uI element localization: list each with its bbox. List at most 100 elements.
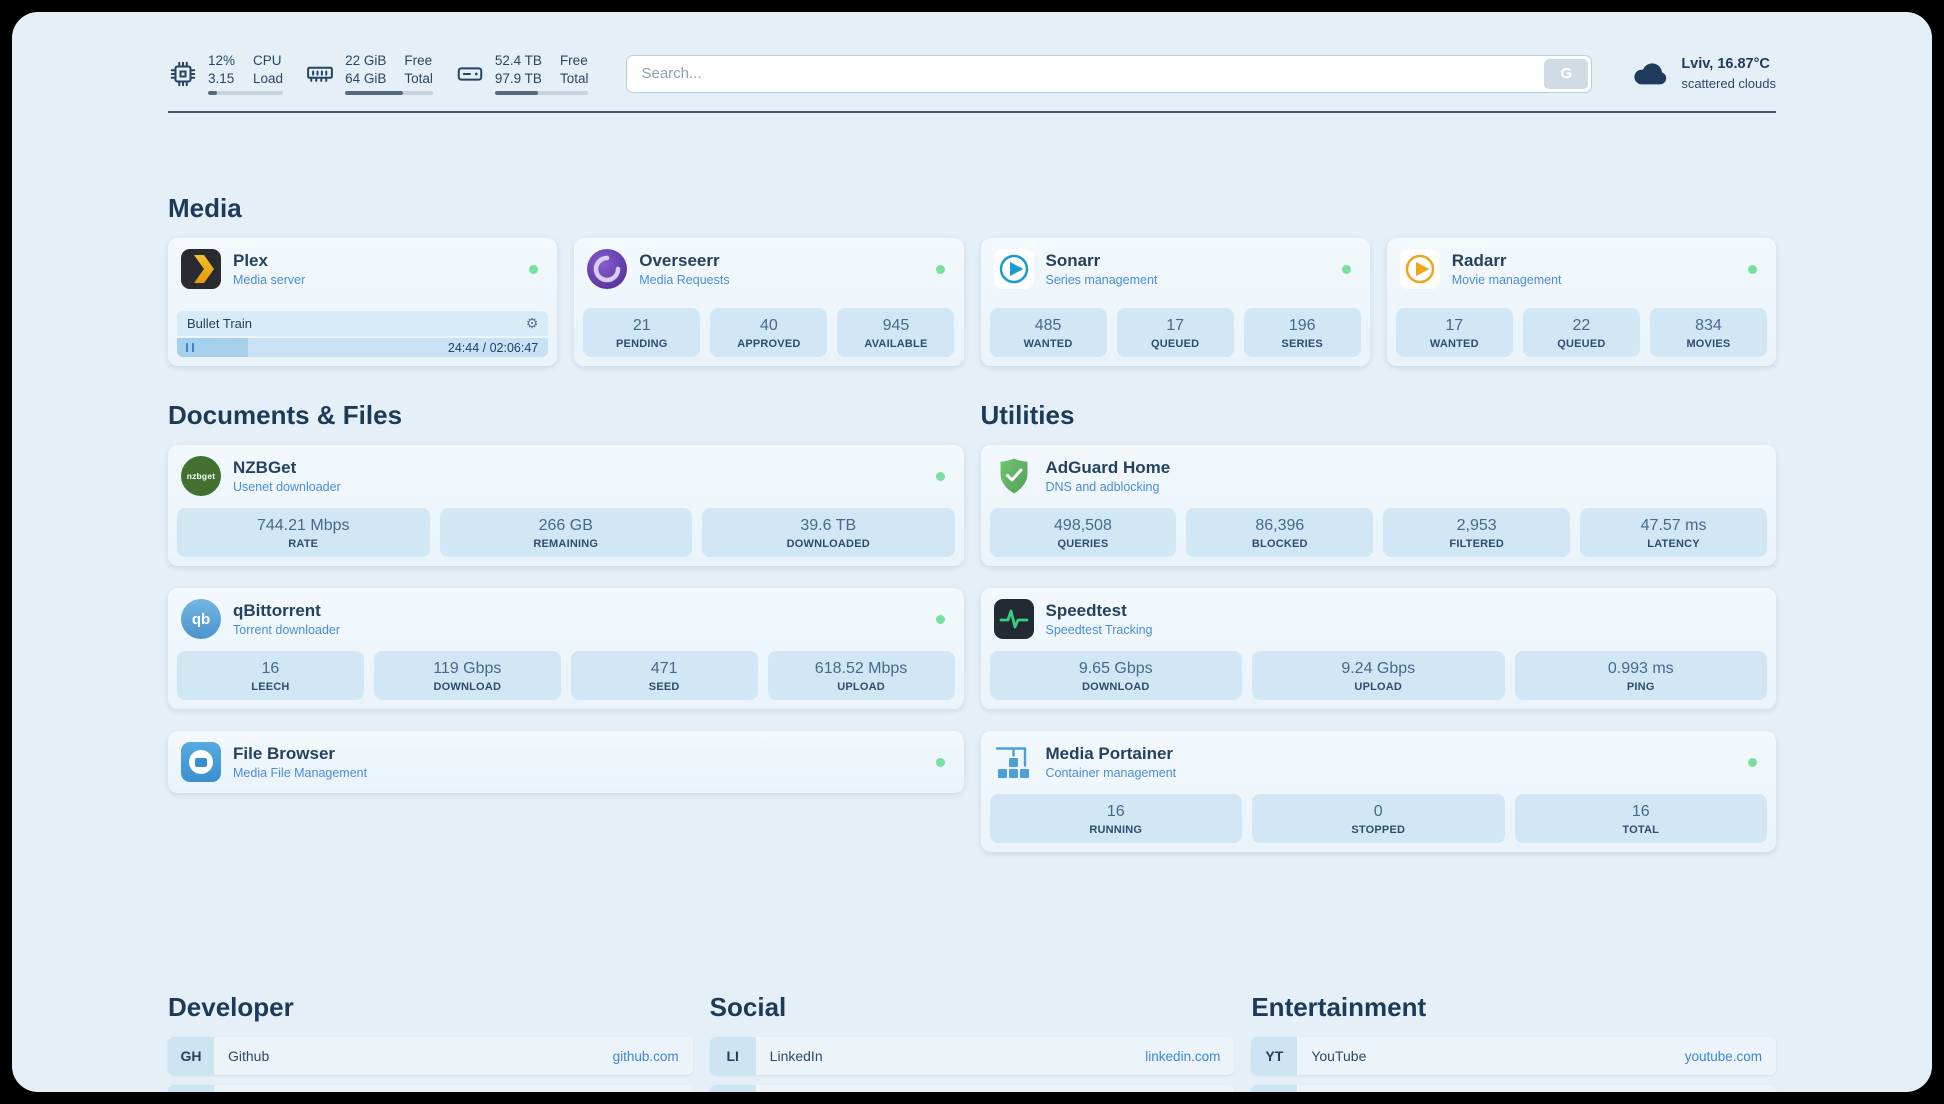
search-provider-button[interactable]: G <box>1544 58 1589 89</box>
social-section-title: Social <box>709 992 787 1023</box>
filebrowser-icon <box>181 742 221 783</box>
stat-filtered: 2,953 FILTERED <box>1383 508 1571 558</box>
stat-value: 471 <box>650 660 678 678</box>
stat-label: UPLOAD <box>1354 681 1403 694</box>
cloud-icon <box>1630 54 1670 94</box>
service-radarr[interactable]: Radarr Movie management <box>1396 247 1767 291</box>
entertainment-section-title: Entertainment <box>1251 992 1427 1023</box>
cpu-usage-value: 12% <box>208 53 236 68</box>
stat-value: 40 <box>759 317 778 335</box>
playback-progress-bar[interactable]: 24:44 / 02:06:47 <box>177 338 549 358</box>
stat-approved: 40 APPROVED <box>710 308 828 358</box>
bookmark-link[interactable]: youtube.com <box>1684 1048 1763 1064</box>
card-nzbget: nzbget NZBGet Usenet downloader 744.21 M… <box>168 445 964 567</box>
memory-usage-bar <box>345 91 433 96</box>
stat-rate: 744.21 Mbps RATE <box>177 508 430 558</box>
utilities-section-title: Utilities <box>980 400 1075 431</box>
bookmark-youtube[interactable]: YT YouTube youtube.com <box>1251 1037 1777 1076</box>
service-overseerr[interactable]: Overseerr Media Requests <box>583 247 954 291</box>
stat-value: 9.24 Gbps <box>1341 660 1416 678</box>
now-playing: Bullet Train ⚙ 24:44 / 02:06:47 <box>177 311 549 358</box>
service-name: File Browser <box>233 743 336 763</box>
stat-wanted: 485 WANTED <box>989 308 1107 358</box>
card-radarr: Radarr Movie management 17 WANTED 22 QUE… <box>1386 238 1776 367</box>
stat-value: 17 <box>1445 317 1464 335</box>
service-filebrowser[interactable]: File Browser Media File Management <box>177 740 955 784</box>
stat-value: 16 <box>261 660 280 678</box>
disk-total-label: Total <box>559 70 589 86</box>
status-dot <box>935 471 945 481</box>
cpu-widget: 12% CPU 3.15 Load <box>168 52 284 96</box>
bookmark-abbr: TW <box>709 1085 756 1092</box>
stat-label: APPROVED <box>737 338 801 351</box>
bookmark-twitter[interactable]: TW Twitter twitter.com <box>709 1085 1235 1092</box>
cpu-usage-bar <box>208 91 284 96</box>
search-input[interactable] <box>626 54 1593 93</box>
stat-label: QUERIES <box>1057 538 1109 551</box>
status-dot <box>1748 264 1757 274</box>
service-name: Media Portainer <box>1045 743 1174 763</box>
stat-value: 2,953 <box>1456 517 1497 535</box>
cpu-load-value: 3.15 <box>208 70 235 86</box>
stat-value: 47.57 ms <box>1640 517 1707 535</box>
bookmark-name: LinkedIn <box>769 1048 823 1065</box>
stat-available: 945 AVAILABLE <box>837 308 955 358</box>
service-subtitle: Usenet downloader <box>233 480 341 495</box>
bookmark-link[interactable]: github.com <box>612 1048 679 1064</box>
bookmark-abbr: SO <box>168 1085 214 1092</box>
stat-stopped: 0 STOPPED <box>1252 794 1505 844</box>
service-plex[interactable]: Plex Media server <box>177 247 548 291</box>
bookmark-github[interactable]: GH Github github.com <box>168 1037 693 1076</box>
stat-download: 119 Gbps DOWNLOAD <box>373 651 561 701</box>
top-bar: 12% CPU 3.15 Load <box>168 52 1776 96</box>
stat-value: 119 Gbps <box>433 660 502 678</box>
pause-icon[interactable] <box>186 343 194 353</box>
stat-label: FILTERED <box>1449 538 1504 551</box>
bookmark-abbr: LI <box>709 1037 756 1076</box>
service-subtitle: Movie management <box>1451 273 1562 288</box>
card-overseerr: Overseerr Media Requests 21 PENDING 40 A… <box>574 238 964 367</box>
cpu-load-label: Load <box>253 70 284 86</box>
status-dot <box>935 757 945 767</box>
stat-queued: 17 QUEUED <box>1116 308 1234 358</box>
weather-location: Lviv, 16.87°C <box>1681 55 1770 72</box>
stat-wanted: 17 WANTED <box>1395 308 1513 358</box>
bookmark-netflix[interactable]: NF Netflix netflix.com <box>1251 1085 1777 1092</box>
service-name: Speedtest <box>1045 600 1127 620</box>
stat-total: 16 TOTAL <box>1514 794 1767 844</box>
service-sonarr[interactable]: Sonarr Series management <box>990 247 1361 291</box>
bookmark-linkedin[interactable]: LI LinkedIn linkedin.com <box>709 1037 1235 1076</box>
service-nzbget[interactable]: nzbget NZBGet Usenet downloader <box>177 454 955 498</box>
stat-value: 945 <box>882 317 910 335</box>
now-playing-title: Bullet Train <box>187 316 253 332</box>
stat-label: WANTED <box>1023 338 1073 351</box>
settings-gear-icon[interactable]: ⚙ <box>525 315 539 332</box>
stat-pending: 21 PENDING <box>583 308 701 358</box>
service-qbittorrent[interactable]: qb qBittorrent Torrent downloader <box>177 597 955 641</box>
service-speedtest[interactable]: Speedtest Speedtest Tracking <box>990 597 1768 641</box>
service-subtitle: Media File Management <box>233 766 368 781</box>
disk-free-value: 52.4 TB <box>494 53 542 68</box>
service-name: Overseerr <box>639 250 720 270</box>
stat-value: 39.6 TB <box>800 517 857 535</box>
stat-label: DOWNLOAD <box>1081 681 1150 694</box>
stat-series: 196 SERIES <box>1243 308 1361 358</box>
section-media: Media <box>168 193 1776 367</box>
stat-value: 196 <box>1288 317 1316 335</box>
weather-condition: scattered clouds <box>1681 75 1776 91</box>
bookmark-abbr: GH <box>168 1037 214 1076</box>
section-documents: Documents & Files nzbget NZBGet Usenet d… <box>168 400 964 874</box>
bookmark-stackoverflow[interactable]: SO StackOverflow stackoverflow.com <box>168 1085 693 1092</box>
memory-total-value: 64 GiB <box>345 70 387 86</box>
stat-value: 498,508 <box>1054 517 1112 535</box>
service-portainer[interactable]: Media Portainer Container management <box>990 740 1768 784</box>
card-sonarr: Sonarr Series management 485 WANTED 17 Q… <box>980 238 1370 367</box>
card-qbittorrent: qb qBittorrent Torrent downloader 16 LEE… <box>168 588 964 710</box>
ram-icon <box>305 59 335 89</box>
service-name: Plex <box>233 250 268 270</box>
service-adguard[interactable]: AdGuard Home DNS and adblocking <box>990 454 1768 498</box>
card-adguard: AdGuard Home DNS and adblocking 498,508 … <box>980 445 1776 567</box>
service-name: qBittorrent <box>233 600 321 620</box>
bookmark-link[interactable]: linkedin.com <box>1145 1048 1221 1064</box>
stat-movies: 834 MOVIES <box>1649 308 1767 358</box>
